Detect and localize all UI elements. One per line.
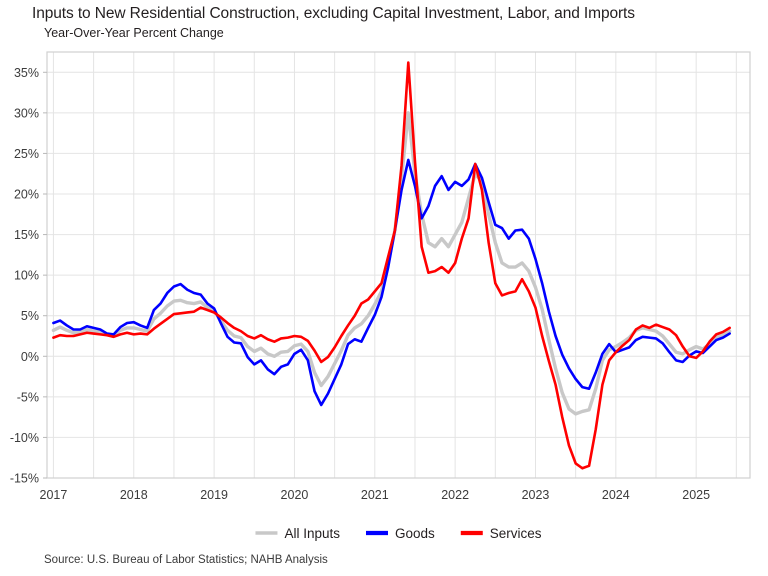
y-axis-tick-label: 35%: [14, 66, 39, 80]
legend-item[interactable]: Goods: [365, 526, 435, 541]
x-axis-tick-label: 2024: [602, 488, 630, 502]
x-axis-tick-label: 2019: [200, 488, 228, 502]
y-axis-tick-label: -15%: [10, 472, 39, 486]
legend-label-all-inputs: All Inputs: [284, 526, 340, 541]
chart-subtitle: Year-Over-Year Percent Change: [44, 26, 224, 40]
source-note: Source: U.S. Bureau of Labor Statistics;…: [44, 554, 328, 566]
y-axis-tick-label: -5%: [17, 390, 39, 404]
legend-item[interactable]: Services: [460, 526, 542, 541]
x-axis-tick-label: 2021: [361, 488, 389, 502]
series-line-services: [52, 61, 731, 470]
y-axis-tick-label: 25%: [14, 147, 39, 161]
y-axis-tick-label: 5%: [21, 309, 39, 323]
plot-border: [46, 51, 751, 479]
y-axis-tick-label: -10%: [10, 431, 39, 445]
y-axis-tick-label: 0%: [21, 350, 39, 364]
x-axis-tick-label: 2017: [40, 488, 68, 502]
y-axis-tick-label: 20%: [14, 188, 39, 202]
y-axis-tick-label: 10%: [14, 269, 39, 283]
x-axis-tick-label: 2022: [441, 488, 469, 502]
legend-label-services: Services: [490, 526, 542, 541]
legend-item[interactable]: All Inputs: [255, 526, 340, 541]
x-axis-tick-label: 2023: [522, 488, 550, 502]
x-axis-tick-label: 2025: [682, 488, 710, 502]
legend-label-goods: Goods: [395, 526, 435, 541]
x-axis-tick-label: 2020: [281, 488, 309, 502]
chart-title: Inputs to New Residential Construction, …: [32, 5, 635, 22]
x-axis-tick-label: 2018: [120, 488, 148, 502]
y-axis-tick-label: 30%: [14, 106, 39, 120]
y-axis-tick-label: 15%: [14, 228, 39, 242]
